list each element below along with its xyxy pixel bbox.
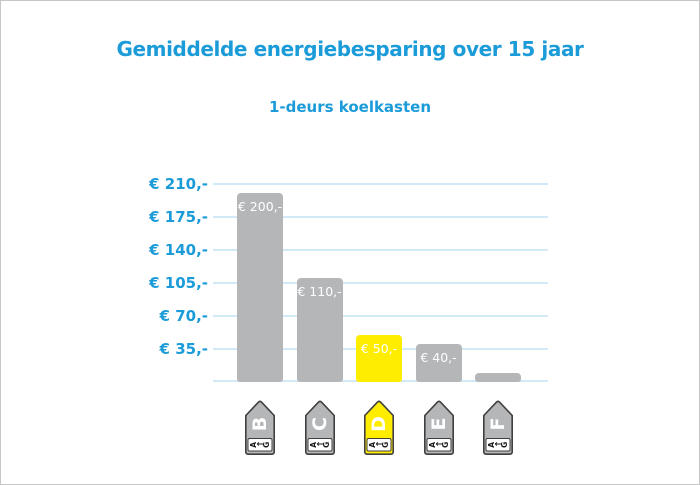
energy-scale-glyph: G — [262, 442, 271, 448]
plot-area: € 210,- € 175,- € 140,- € 105,- € 70,- € 35,-… — [149, 175, 548, 382]
energy-rating-tag-icon: D A←G — [364, 400, 394, 455]
energy-scale-glyph: ← — [435, 440, 442, 450]
bar-B: € 200,- — [237, 193, 283, 382]
y-axis-tick-label: € 140,- — [149, 241, 208, 259]
chart-subtitle: 1-deurs koelkasten — [268, 98, 432, 116]
energy-scale-glyph: ← — [256, 440, 263, 450]
energy-scale-glyph: G — [500, 442, 509, 448]
energy-rating-tag-icon: B A←G — [245, 400, 275, 455]
energy-scale-glyph: A — [487, 442, 496, 448]
y-axis-tick-label: € 105,- — [149, 274, 208, 292]
energy-scale-glyph: A — [309, 442, 318, 448]
energy-rating-tag-icon: C A←G — [304, 400, 335, 455]
x-axis-energy-tags: B A ← G C A ← G D A ← G E A ← G F A ← G — [213, 399, 548, 457]
energy-scale-glyph: G — [322, 442, 331, 448]
energy-scale-glyph: ← — [375, 440, 382, 450]
energy-label-E: E A ← G — [422, 399, 456, 461]
energy-scale-box — [485, 438, 511, 452]
bar-value-label: € 50,- — [360, 341, 398, 356]
energy-label-C: C A ← G — [303, 399, 337, 461]
energy-label-B: B A ← G — [243, 399, 277, 461]
bar-C: € 110,- — [296, 278, 343, 382]
energy-scale-box — [307, 438, 332, 452]
energy-class-letter: C — [309, 417, 331, 431]
gridline — [213, 216, 548, 218]
energy-scale-glyph: A — [428, 442, 437, 448]
energy-scale-glyph: G — [381, 442, 390, 448]
gridline — [213, 183, 548, 185]
energy-scale-box — [247, 438, 273, 452]
bar-D: € 50,- — [356, 335, 402, 382]
energy-scale-box — [366, 438, 392, 452]
energy-scale-glyph: A — [368, 442, 377, 448]
bar-F — [475, 373, 521, 382]
y-axis-tick-label: € 70,- — [159, 307, 208, 325]
energy-scale-glyph: ← — [494, 440, 501, 450]
energy-class-letter: D — [368, 416, 390, 432]
gridline — [213, 282, 548, 284]
y-axis-tick-label: € 210,- — [149, 175, 208, 193]
energy-scale-glyph: G — [441, 442, 450, 448]
energy-label-F: F A ← G — [481, 399, 515, 461]
bar-E: € 40,- — [415, 344, 462, 382]
energy-scale-glyph: ← — [316, 440, 323, 450]
energy-class-letter: E — [428, 418, 450, 431]
y-axis-tick-label: € 175,- — [149, 208, 208, 226]
energy-scale-glyph: A — [249, 442, 258, 448]
gridline — [213, 315, 548, 317]
energy-label-D: D A ← G — [362, 399, 396, 461]
energy-class-letter: B — [249, 417, 271, 431]
energy-class-letter: F — [487, 418, 509, 431]
bar-value-label: € 40,- — [420, 350, 457, 365]
bar-value-label: € 200,- — [237, 199, 283, 214]
gridline — [213, 249, 548, 251]
y-axis-tick-label: € 35,- — [159, 340, 208, 358]
bar-value-label: € 110,- — [297, 284, 342, 299]
chart-title: Gemiddelde energiebesparing over 15 jaar — [116, 37, 584, 61]
energy-rating-tag-icon: E A←G — [423, 400, 454, 455]
energy-rating-tag-icon: F A←G — [483, 400, 513, 455]
energy-scale-box — [426, 438, 451, 452]
